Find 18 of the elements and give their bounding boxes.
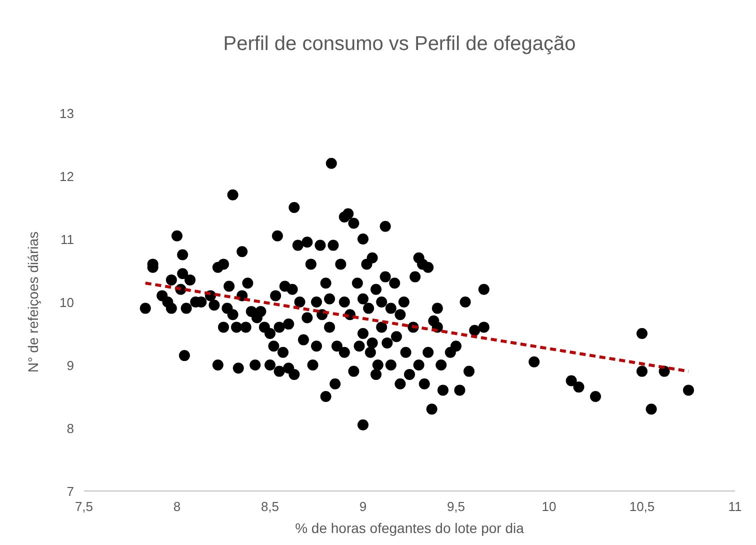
x-tick-label: 7,5 bbox=[74, 499, 94, 514]
y-tick-label: 7 bbox=[66, 484, 74, 499]
y-tick-label: 10 bbox=[60, 295, 74, 310]
x-tick-label: 11 bbox=[728, 499, 742, 514]
y-tick-label: 12 bbox=[60, 169, 74, 184]
x-tick-label: 9 bbox=[359, 499, 367, 514]
x-tick-label: 9,5 bbox=[446, 499, 466, 514]
x-axis-title: % de horas ofegantes do lote por dia bbox=[295, 520, 524, 536]
x-tick-label: 8,5 bbox=[260, 499, 280, 514]
y-axis-title: N° de refeiçoes diárias bbox=[25, 232, 41, 372]
x-tick-label: 8 bbox=[173, 499, 181, 514]
y-tick-label: 13 bbox=[60, 106, 74, 121]
x-tick-label: 10,5 bbox=[629, 499, 655, 514]
y-tick-label: 8 bbox=[66, 421, 74, 436]
y-tick-label: 9 bbox=[66, 358, 74, 373]
y-tick-label: 11 bbox=[60, 232, 74, 247]
x-tick-label: 10 bbox=[542, 499, 556, 514]
chart-title: Perfil de consumo vs Perfil de ofegação bbox=[223, 33, 576, 55]
